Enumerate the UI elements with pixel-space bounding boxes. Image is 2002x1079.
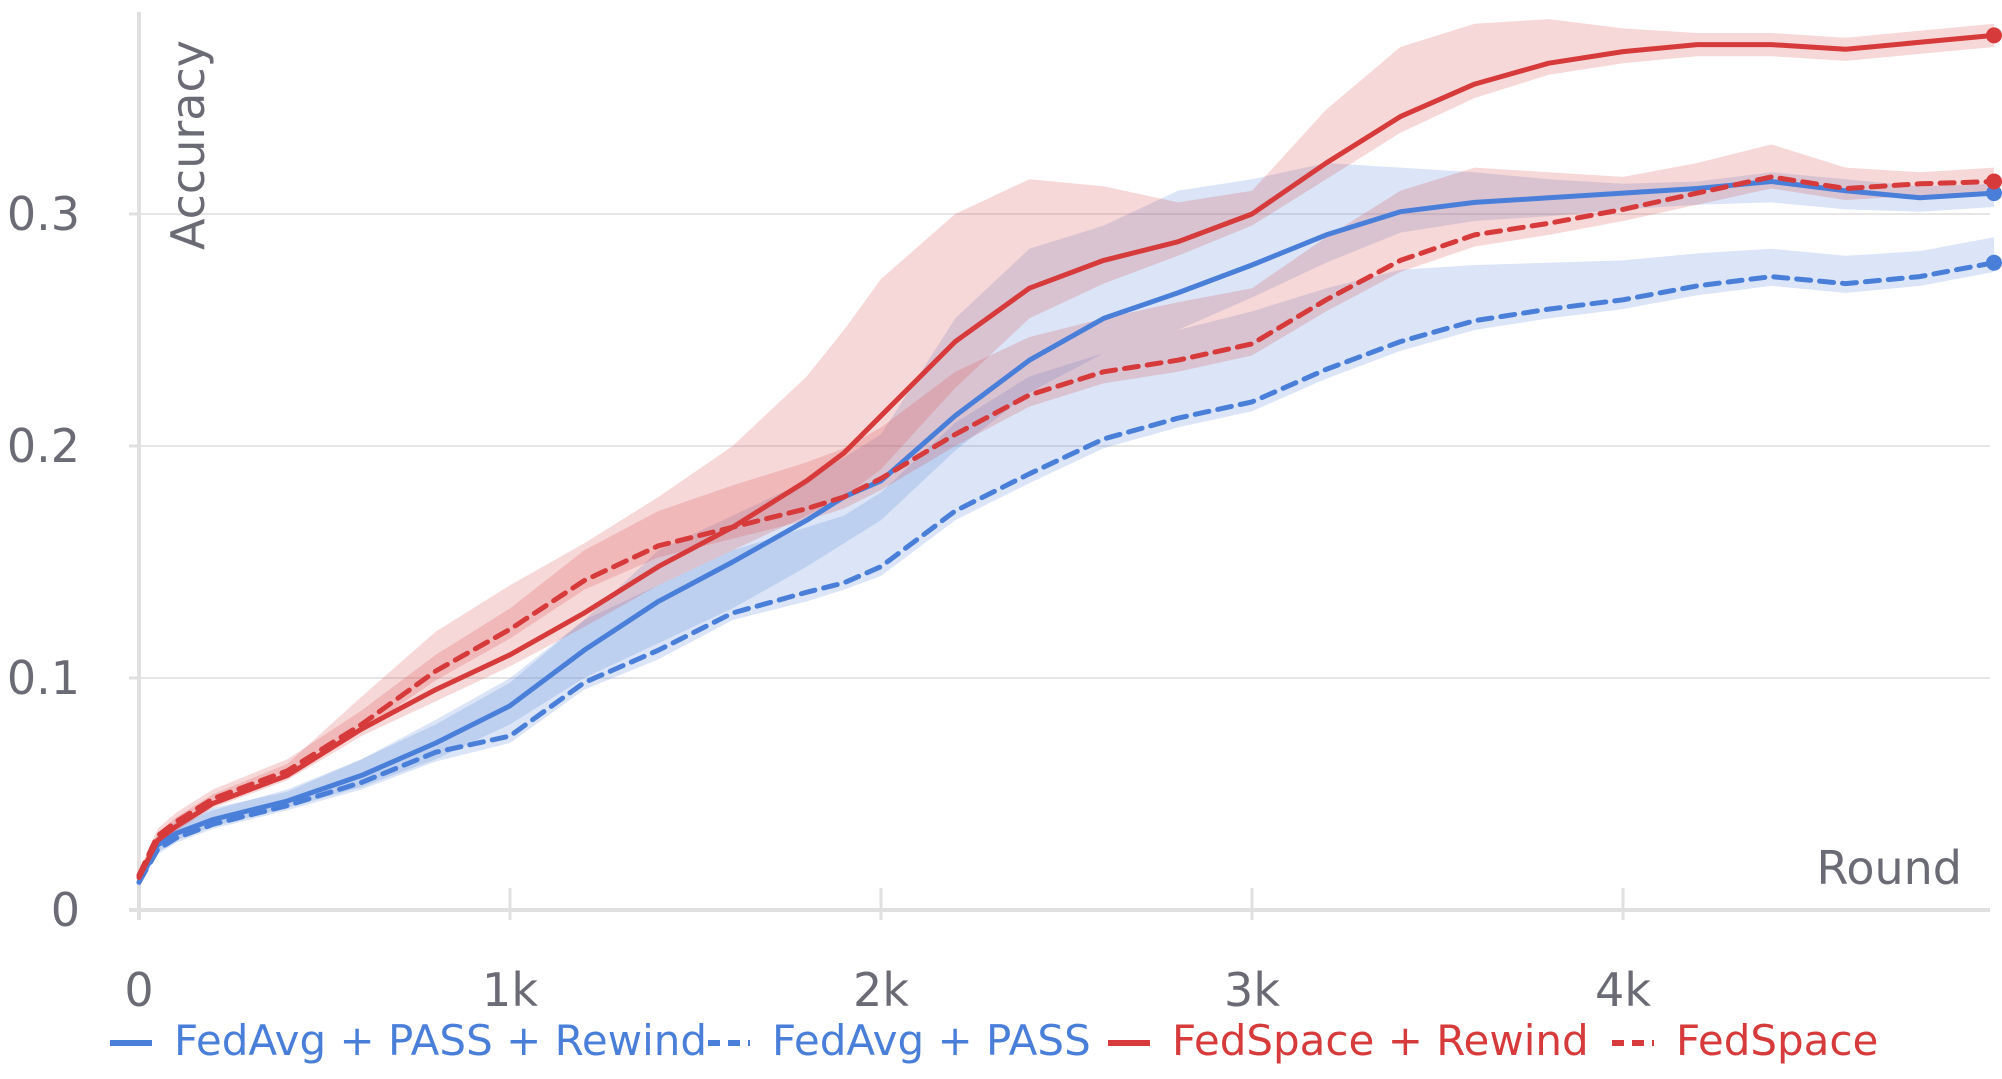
y-tick-label-2: 0.2 bbox=[7, 419, 80, 473]
grid-lines bbox=[139, 213, 1990, 679]
series-band-1 bbox=[139, 237, 1994, 887]
series-endpoint-3 bbox=[1986, 173, 2002, 190]
series-endpoint-0 bbox=[1986, 185, 2002, 202]
series-band-0 bbox=[139, 163, 1994, 887]
series-line-0 bbox=[136, 179, 1997, 885]
x-tick-label-0: 0 bbox=[124, 963, 153, 1017]
x-tick-label-4: 4k bbox=[1595, 963, 1651, 1017]
legend-label-0: FedAvg + PASS + Rewind bbox=[174, 1016, 707, 1065]
x-tick-label-1: 1k bbox=[482, 963, 538, 1017]
series-lines bbox=[136, 27, 2002, 885]
series-line-3 bbox=[136, 174, 1997, 878]
axes bbox=[129, 12, 1990, 920]
series-band-2 bbox=[139, 19, 1994, 883]
series-endpoint-1 bbox=[1986, 254, 2002, 271]
confidence-bands bbox=[139, 19, 1994, 887]
tick-labels: 0 0.1 0.2 0.3 0 1k 2k 3k 4k bbox=[7, 187, 1651, 1017]
series-line-2 bbox=[136, 32, 1997, 880]
x-tick-label-2: 2k bbox=[853, 963, 909, 1017]
legend-label-3: FedSpace bbox=[1676, 1016, 1878, 1065]
legend-label-2: FedSpace + Rewind bbox=[1172, 1016, 1589, 1065]
series-endpoint-2 bbox=[1986, 27, 2002, 44]
legend-label-1: FedAvg + PASS bbox=[772, 1016, 1091, 1065]
y-tick-label-0: 0 bbox=[51, 883, 80, 937]
x-axis-title: Round bbox=[1816, 841, 1962, 895]
y-tick-label-1: 0.1 bbox=[7, 651, 80, 705]
y-axis-title: Accuracy bbox=[161, 40, 215, 250]
series-line-1 bbox=[136, 260, 1997, 885]
legend: FedAvg + PASS + Rewind FedAvg + PASS FedSp… bbox=[110, 1016, 1878, 1065]
y-tick-label-3: 0.3 bbox=[7, 187, 80, 241]
x-tick-label-3: 3k bbox=[1224, 963, 1280, 1017]
